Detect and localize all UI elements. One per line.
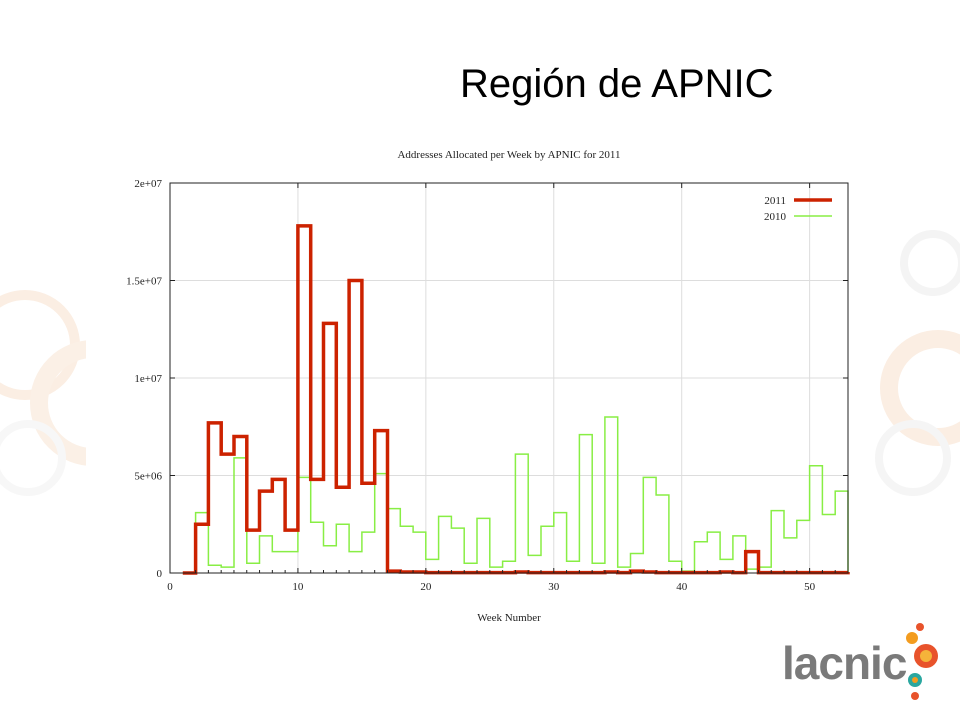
x-tick-label: 10	[292, 581, 304, 593]
legend-label-2010: 2010	[764, 211, 787, 223]
logo-dots-icon	[906, 623, 938, 700]
legend-label-2011: 2011	[764, 195, 786, 207]
legend: 2011 2010	[764, 195, 832, 223]
decorative-circle	[875, 420, 951, 496]
series-line-2010	[182, 416, 849, 574]
x-tick-label: 40	[676, 581, 688, 593]
chart-container: Addresses Allocated per Week by APNIC fo…	[86, 138, 874, 628]
x-tick-label: 50	[804, 581, 816, 593]
y-tick-label: 5e+06	[134, 471, 162, 483]
y-tick-label: 0	[157, 568, 163, 580]
x-tick-label: 0	[167, 581, 173, 593]
y-tick-label: 1.5e+07	[126, 276, 162, 288]
lacnic-logo: lacnic	[782, 618, 952, 708]
x-tick-label: 30	[548, 581, 560, 593]
x-tick-label: 20	[420, 581, 432, 593]
series-layer	[182, 224, 850, 575]
decorative-circle	[0, 420, 66, 496]
axis-ticks: 0 10 20 30 40 50 0 5e+06 1e+07 1.5e+07 2e+07	[126, 178, 848, 593]
grid	[170, 183, 848, 573]
y-tick-label: 1e+07	[134, 373, 162, 385]
x-axis-label: Week Number	[477, 612, 541, 624]
y-tick-label: 2e+07	[134, 178, 162, 190]
chart-title: Addresses Allocated per Week by APNIC fo…	[397, 149, 620, 161]
decorative-circle	[900, 230, 960, 296]
logo-text: lacnic	[782, 637, 907, 689]
slide-title: Región de APNIC	[460, 62, 774, 106]
chart: Addresses Allocated per Week by APNIC fo…	[126, 149, 850, 624]
